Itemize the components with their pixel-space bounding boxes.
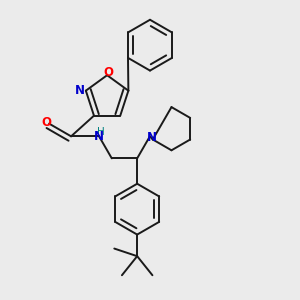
Text: N: N: [93, 130, 103, 143]
Text: O: O: [41, 116, 51, 128]
Text: N: N: [75, 84, 85, 97]
Text: N: N: [146, 131, 157, 144]
Text: H: H: [97, 127, 104, 137]
Text: O: O: [104, 65, 114, 79]
